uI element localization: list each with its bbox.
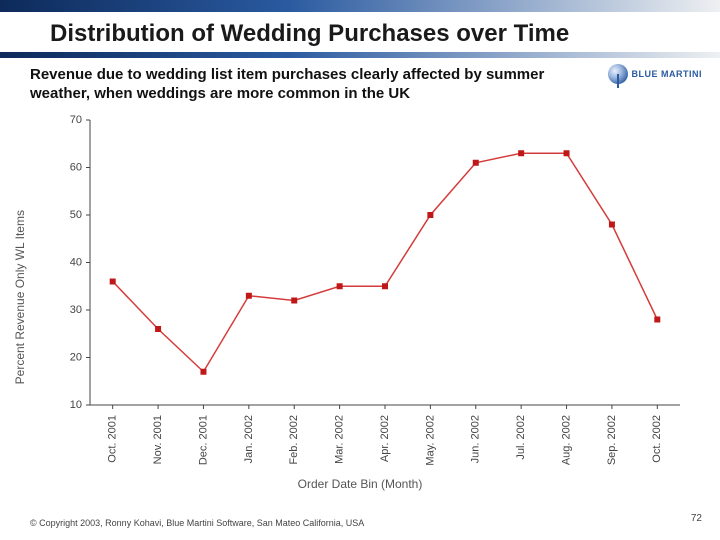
ytick-label: 50 — [70, 209, 82, 221]
ytick-label: 20 — [70, 351, 82, 363]
page-number: 72 — [691, 513, 702, 524]
logo-text: BLUE MARTINI — [632, 69, 703, 79]
ytick-label: 60 — [70, 161, 82, 173]
ytick-label: 30 — [70, 304, 82, 316]
martini-glass-icon — [608, 64, 628, 84]
xtick-label: Oct. 2002 — [651, 415, 663, 463]
logo: BLUE MARTINI — [608, 64, 703, 84]
series-marker — [654, 317, 660, 323]
ytick-label: 70 — [70, 115, 82, 126]
title-underline — [0, 52, 720, 58]
chart-xlabel: Order Date Bin (Month) — [30, 477, 690, 491]
series-line — [113, 153, 658, 372]
series-marker — [337, 283, 343, 289]
chart-ylabel: Percent Revenue Only WL Items — [13, 210, 27, 384]
xtick-label: Feb. 2002 — [288, 415, 300, 465]
xtick-label: Oct. 2001 — [107, 415, 119, 463]
ytick-label: 10 — [70, 399, 82, 411]
xtick-label: Jan. 2002 — [243, 415, 255, 463]
series-marker — [609, 222, 615, 228]
footer-copyright: © Copyright 2003, Ronny Kohavi, Blue Mar… — [30, 518, 364, 528]
series-marker — [473, 160, 479, 166]
xtick-label: Nov. 2001 — [152, 415, 164, 464]
series-marker — [200, 369, 206, 375]
series-marker — [564, 150, 570, 156]
series-marker — [382, 283, 388, 289]
series-marker — [518, 150, 524, 156]
series-marker — [155, 326, 161, 332]
xtick-label: Apr. 2002 — [379, 415, 391, 462]
ytick-label: 40 — [70, 256, 82, 268]
xtick-label: Sep. 2002 — [606, 415, 618, 465]
top-strip — [0, 0, 720, 12]
series-marker — [110, 279, 116, 285]
xtick-label: May. 2002 — [424, 415, 436, 466]
series-marker — [246, 293, 252, 299]
xtick-label: Dec. 2001 — [197, 415, 209, 465]
chart: Percent Revenue Only WL Items 1020304050… — [30, 115, 690, 485]
series-marker — [291, 298, 297, 304]
xtick-label: Jul. 2002 — [515, 415, 527, 460]
xtick-label: Mar. 2002 — [334, 415, 346, 464]
xtick-label: Jun. 2002 — [470, 415, 482, 463]
xtick-label: Aug. 2002 — [560, 415, 572, 465]
series-marker — [427, 212, 433, 218]
page-title: Distribution of Wedding Purchases over T… — [50, 20, 670, 48]
subtitle: Revenue due to wedding list item purchas… — [30, 66, 580, 104]
chart-svg: 10 20 30 40 50 60 70 Oct. 2001 Nov. 2001 Dec. 200… — [30, 115, 690, 485]
